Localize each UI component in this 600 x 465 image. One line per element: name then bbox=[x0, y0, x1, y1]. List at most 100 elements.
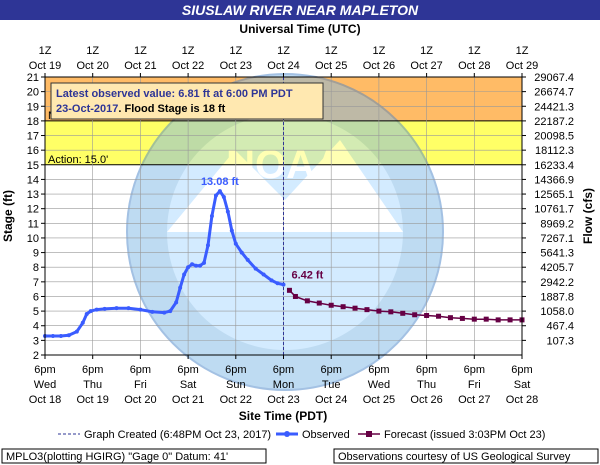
forecast-point bbox=[364, 307, 370, 313]
top-tick-label-1: 1Z bbox=[372, 45, 385, 57]
observed-point bbox=[239, 250, 244, 255]
legend-forecast-marker bbox=[366, 431, 372, 437]
y-tick-label: 5 bbox=[33, 306, 39, 318]
observed-point bbox=[138, 307, 143, 312]
y-tick-label: 12 bbox=[27, 204, 39, 216]
observed-point bbox=[261, 272, 266, 277]
info-box-line2: 23-Oct-2017. Flood Stage is 18 ft bbox=[56, 103, 226, 115]
bottom-tick-label-3: Oct 27 bbox=[458, 394, 490, 406]
flow-tick-label: 22187.2 bbox=[534, 116, 574, 128]
observed-point bbox=[221, 194, 226, 199]
observed-point bbox=[202, 260, 206, 265]
flow-tick-label: 10761.7 bbox=[534, 204, 574, 216]
y-tick-label: 20 bbox=[27, 87, 39, 99]
observed-point bbox=[102, 306, 107, 311]
top-tick-label-1: 1Z bbox=[325, 45, 338, 57]
observed-point bbox=[209, 214, 214, 218]
bottom-tick-label-3: Oct 22 bbox=[220, 394, 252, 406]
observed-point bbox=[126, 306, 131, 311]
observed-point bbox=[233, 241, 238, 246]
top-tick-label-2: Oct 25 bbox=[315, 60, 347, 72]
flow-tick-label: 12565.1 bbox=[534, 189, 574, 201]
top-tick-label-1: 1Z bbox=[229, 45, 242, 57]
bottom-tick-label-1: 6pm bbox=[368, 364, 389, 376]
bottom-tick-label-2: Fri bbox=[468, 379, 481, 391]
plot-area: NOAA Action: 15.0'Minor: 18.0' 13.08 ft6… bbox=[43, 73, 525, 391]
flow-tick-label: 18112.3 bbox=[535, 145, 574, 157]
right-axis: 107.3 467.4 1058.0 1887.8 2942.2 4205.7 5641.3… bbox=[522, 72, 574, 347]
top-tick-label-2: Oct 21 bbox=[124, 60, 156, 72]
info-box-frame bbox=[50, 82, 324, 120]
y-axis-title: Stage (ft) bbox=[1, 190, 15, 242]
y-tick-label: 13 bbox=[27, 189, 39, 201]
y-tick-label: 15 bbox=[27, 160, 39, 172]
flow-tick-label: 26674.7 bbox=[534, 87, 574, 99]
observed-point bbox=[80, 320, 85, 325]
y-tick-label: 11 bbox=[28, 218, 39, 230]
observed-point bbox=[150, 309, 155, 314]
top-axis: 1Z Oct 19 1Z Oct 20 1Z Oct 21 1Z Oct 22 1Z Oct 23… bbox=[29, 45, 538, 77]
observed-point bbox=[275, 281, 280, 286]
flow-tick-label: 5641.3 bbox=[540, 248, 574, 260]
legend: Graph Created (6:48PM Oct 23, 2017) Obse… bbox=[58, 429, 545, 441]
footer-left-frame bbox=[1, 448, 267, 464]
peak-label: 13.08 ft bbox=[201, 176, 239, 188]
bottom-tick-label-2: Sat bbox=[514, 379, 531, 391]
forecast-point bbox=[495, 317, 501, 323]
forecast-point bbox=[286, 287, 292, 293]
y-tick-label: 18 bbox=[27, 116, 39, 128]
bottom-tick-label-2: Mon bbox=[273, 379, 294, 391]
top-tick-label-1: 1Z bbox=[39, 45, 52, 57]
observed-point bbox=[66, 333, 71, 338]
observed-point bbox=[205, 243, 210, 248]
top-tick-label-2: Oct 22 bbox=[172, 60, 204, 72]
series bbox=[43, 189, 525, 338]
y-tick-label: 2 bbox=[33, 350, 39, 362]
observed-point bbox=[178, 285, 183, 290]
latest-observed-info-box: Latest observed value: 6.81 ft at 6:00 P… bbox=[50, 82, 324, 120]
observed-point bbox=[194, 263, 199, 268]
observed-point bbox=[190, 262, 195, 267]
bottom-tick-label-3: Oct 23 bbox=[267, 394, 299, 406]
top-tick-label-1: 1Z bbox=[468, 45, 481, 57]
y-tick-label: 21 bbox=[27, 72, 39, 84]
y-tick-label: 17 bbox=[27, 131, 39, 143]
y-tick-label: 7 bbox=[33, 277, 39, 289]
forecast-point bbox=[316, 300, 322, 306]
top-tick-label-2: Oct 23 bbox=[220, 60, 252, 72]
bottom-tick-label-3: Oct 24 bbox=[315, 394, 347, 406]
bottom-tick-label-3: Oct 19 bbox=[76, 394, 108, 406]
bottom-tick-label-2: Thu bbox=[417, 379, 436, 391]
top-tick-label-1: 1Z bbox=[277, 45, 290, 57]
forecast-point bbox=[483, 316, 489, 322]
observed-point bbox=[168, 309, 173, 314]
forecast-point bbox=[412, 312, 418, 318]
top-tick-label-1: 1Z bbox=[420, 45, 433, 57]
bottom-axis: 6pm Wed Oct 18 6pm Thu Oct 19 6pm Fri Oct 20 6pm S… bbox=[29, 355, 538, 406]
bottom-tick-label-1: 6pm bbox=[82, 364, 103, 376]
bottom-tick-label-1: 6pm bbox=[34, 364, 55, 376]
bottom-tick-label-3: Oct 25 bbox=[363, 394, 395, 406]
flow-tick-label: 4205.7 bbox=[540, 262, 574, 274]
bottom-tick-label-3: Oct 26 bbox=[410, 394, 442, 406]
observed-point bbox=[269, 278, 274, 283]
flow-tick-label: 24421.3 bbox=[534, 101, 574, 113]
forecast-point bbox=[447, 315, 453, 321]
y-tick-label: 19 bbox=[27, 101, 39, 113]
legend-observed-marker bbox=[284, 431, 290, 437]
observed-point bbox=[88, 309, 93, 314]
y-right-axis-title: Flow (cfs) bbox=[581, 188, 595, 244]
flow-tick-label: 29067.4 bbox=[534, 72, 574, 84]
top-tick-label-1: 1Z bbox=[516, 45, 529, 57]
bottom-tick-label-1: 6pm bbox=[464, 364, 485, 376]
forecast-start-label: 6.42 ft bbox=[291, 269, 323, 281]
bottom-tick-label-2: Wed bbox=[368, 379, 390, 391]
noaa-logo-watermark: NOAA bbox=[126, 73, 444, 391]
y-tick-label: 14 bbox=[27, 174, 39, 186]
chart-title: SIUSLAW RIVER NEAR MAPLETON bbox=[182, 2, 419, 18]
observed-point bbox=[217, 189, 222, 194]
forecast-point bbox=[328, 302, 334, 308]
forecast-point bbox=[292, 293, 298, 299]
info-box-line1: Latest observed value: 6.81 ft at 6:00 P… bbox=[56, 88, 293, 100]
